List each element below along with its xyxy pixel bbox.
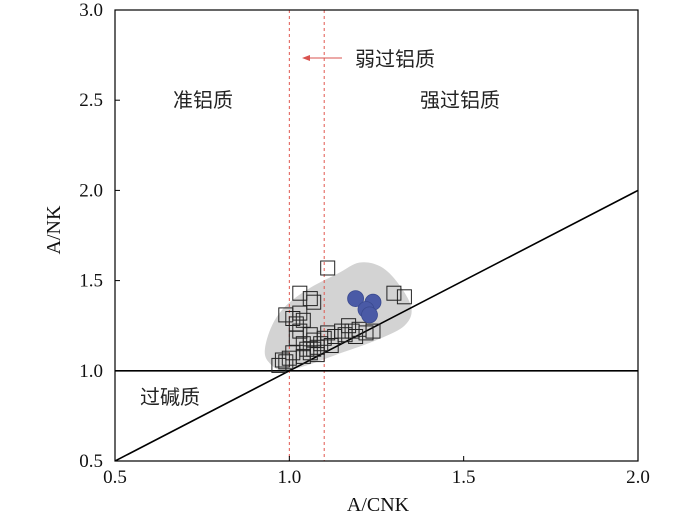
data-field-envelope-shape [264,262,412,371]
weakly-peraluminous-pointer-arrow [302,55,342,61]
x-tick-label: 1.0 [277,467,301,488]
region-label-strongly-peraluminous: 强过铝质 [420,88,500,112]
open-square-point [295,348,311,364]
open-square-point [306,294,322,310]
data-field-envelope [264,262,412,371]
region-label-weakly-peraluminous: 弱过铝质 [355,47,435,71]
open-square-point [365,323,381,339]
axis-ticks: 0.5 1.0 1.5 2.0 0.5 1.0 1.5 2.0 2.5 3.0 [79,0,650,488]
x-tick-label: 0.5 [103,467,127,488]
y-tick-label: 2.5 [79,90,103,111]
open-square-point [285,345,301,361]
open-square-point [323,338,339,353]
open-square-point [396,289,412,305]
filled-circle-point [347,290,365,308]
region-label-peralkaline: 过碱质 [140,385,200,409]
y-tick-label: 1.0 [79,361,103,382]
region-label-metaluminous: 准铝质 [173,88,233,112]
x-axis-title: A/CNK [347,494,410,515]
open-square-point [292,285,308,301]
open-square-point [320,260,336,276]
data-points [271,260,412,373]
plot-frame [114,9,639,462]
y-axis-title: A/NK [43,205,65,254]
open-square-point [302,291,318,307]
x-tick-label: 1.5 [452,467,476,488]
y-tick-label: 0.5 [79,451,103,472]
x-tick-label: 2.0 [626,467,650,488]
y-tick-label: 3.0 [79,0,103,21]
reference-lines [115,10,638,461]
y-tick-label: 1.5 [79,271,103,292]
filled-circle-point [361,306,378,324]
y-tick-label: 2.0 [79,180,103,201]
diagonal-boundary-line [115,189,638,461]
open-square-point [386,285,402,301]
